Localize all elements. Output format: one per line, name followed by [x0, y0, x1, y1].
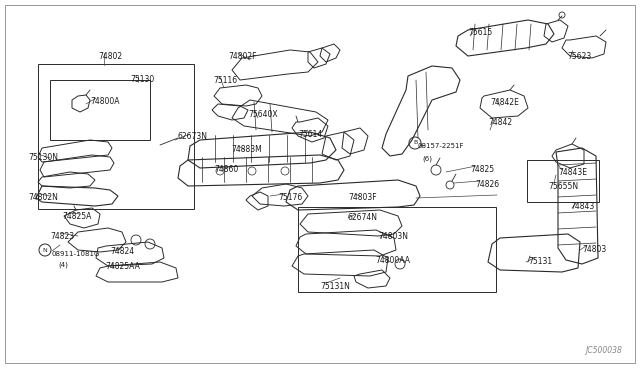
Text: 75655N: 75655N: [548, 182, 578, 191]
Bar: [50, 80, 150, 140]
Bar: [527, 160, 599, 202]
Text: 74842: 74842: [488, 118, 512, 127]
Text: 75116: 75116: [213, 76, 237, 85]
Text: 08911-1081G: 08911-1081G: [52, 251, 100, 257]
Text: N: N: [43, 247, 47, 253]
Text: 75640X: 75640X: [248, 110, 278, 119]
Text: B: B: [413, 141, 417, 145]
Text: 74800AA: 74800AA: [375, 256, 410, 265]
Text: 74800A: 74800A: [90, 97, 120, 106]
Text: 75615: 75615: [468, 28, 492, 37]
Text: JC500038: JC500038: [585, 346, 622, 355]
Text: 74826: 74826: [475, 180, 499, 189]
Text: 08157-2251F: 08157-2251F: [418, 143, 465, 149]
Text: 74825A: 74825A: [62, 212, 92, 221]
Text: 75130: 75130: [130, 75, 154, 84]
Text: 74825AA: 74825AA: [105, 262, 140, 271]
Bar: [298, 207, 496, 292]
Text: (6): (6): [422, 155, 432, 161]
Text: 75130N: 75130N: [28, 153, 58, 162]
Text: (4): (4): [58, 262, 68, 269]
Text: 74823: 74823: [50, 232, 74, 241]
Text: 75176: 75176: [278, 193, 302, 202]
Text: 74802F: 74802F: [228, 52, 257, 61]
Text: 75131: 75131: [528, 257, 552, 266]
Text: 74883M: 74883M: [231, 145, 262, 154]
Text: 74843: 74843: [570, 202, 595, 211]
Text: 74824: 74824: [110, 247, 134, 256]
Text: 75614: 75614: [298, 130, 323, 139]
Text: 74803F: 74803F: [348, 193, 376, 202]
Bar: [38, 64, 194, 209]
Text: 74802: 74802: [98, 52, 122, 61]
Text: 74843E: 74843E: [558, 168, 587, 177]
Text: 75131N: 75131N: [320, 282, 350, 291]
Text: 62674N: 62674N: [348, 213, 378, 222]
Text: 74842E: 74842E: [490, 98, 519, 107]
Text: 74802N: 74802N: [28, 193, 58, 202]
Text: 75623: 75623: [567, 52, 591, 61]
Text: 74803N: 74803N: [378, 232, 408, 241]
Text: 74803: 74803: [582, 245, 606, 254]
Text: 74860: 74860: [214, 165, 238, 174]
Text: 62673N: 62673N: [178, 132, 208, 141]
Text: 74825: 74825: [470, 165, 494, 174]
